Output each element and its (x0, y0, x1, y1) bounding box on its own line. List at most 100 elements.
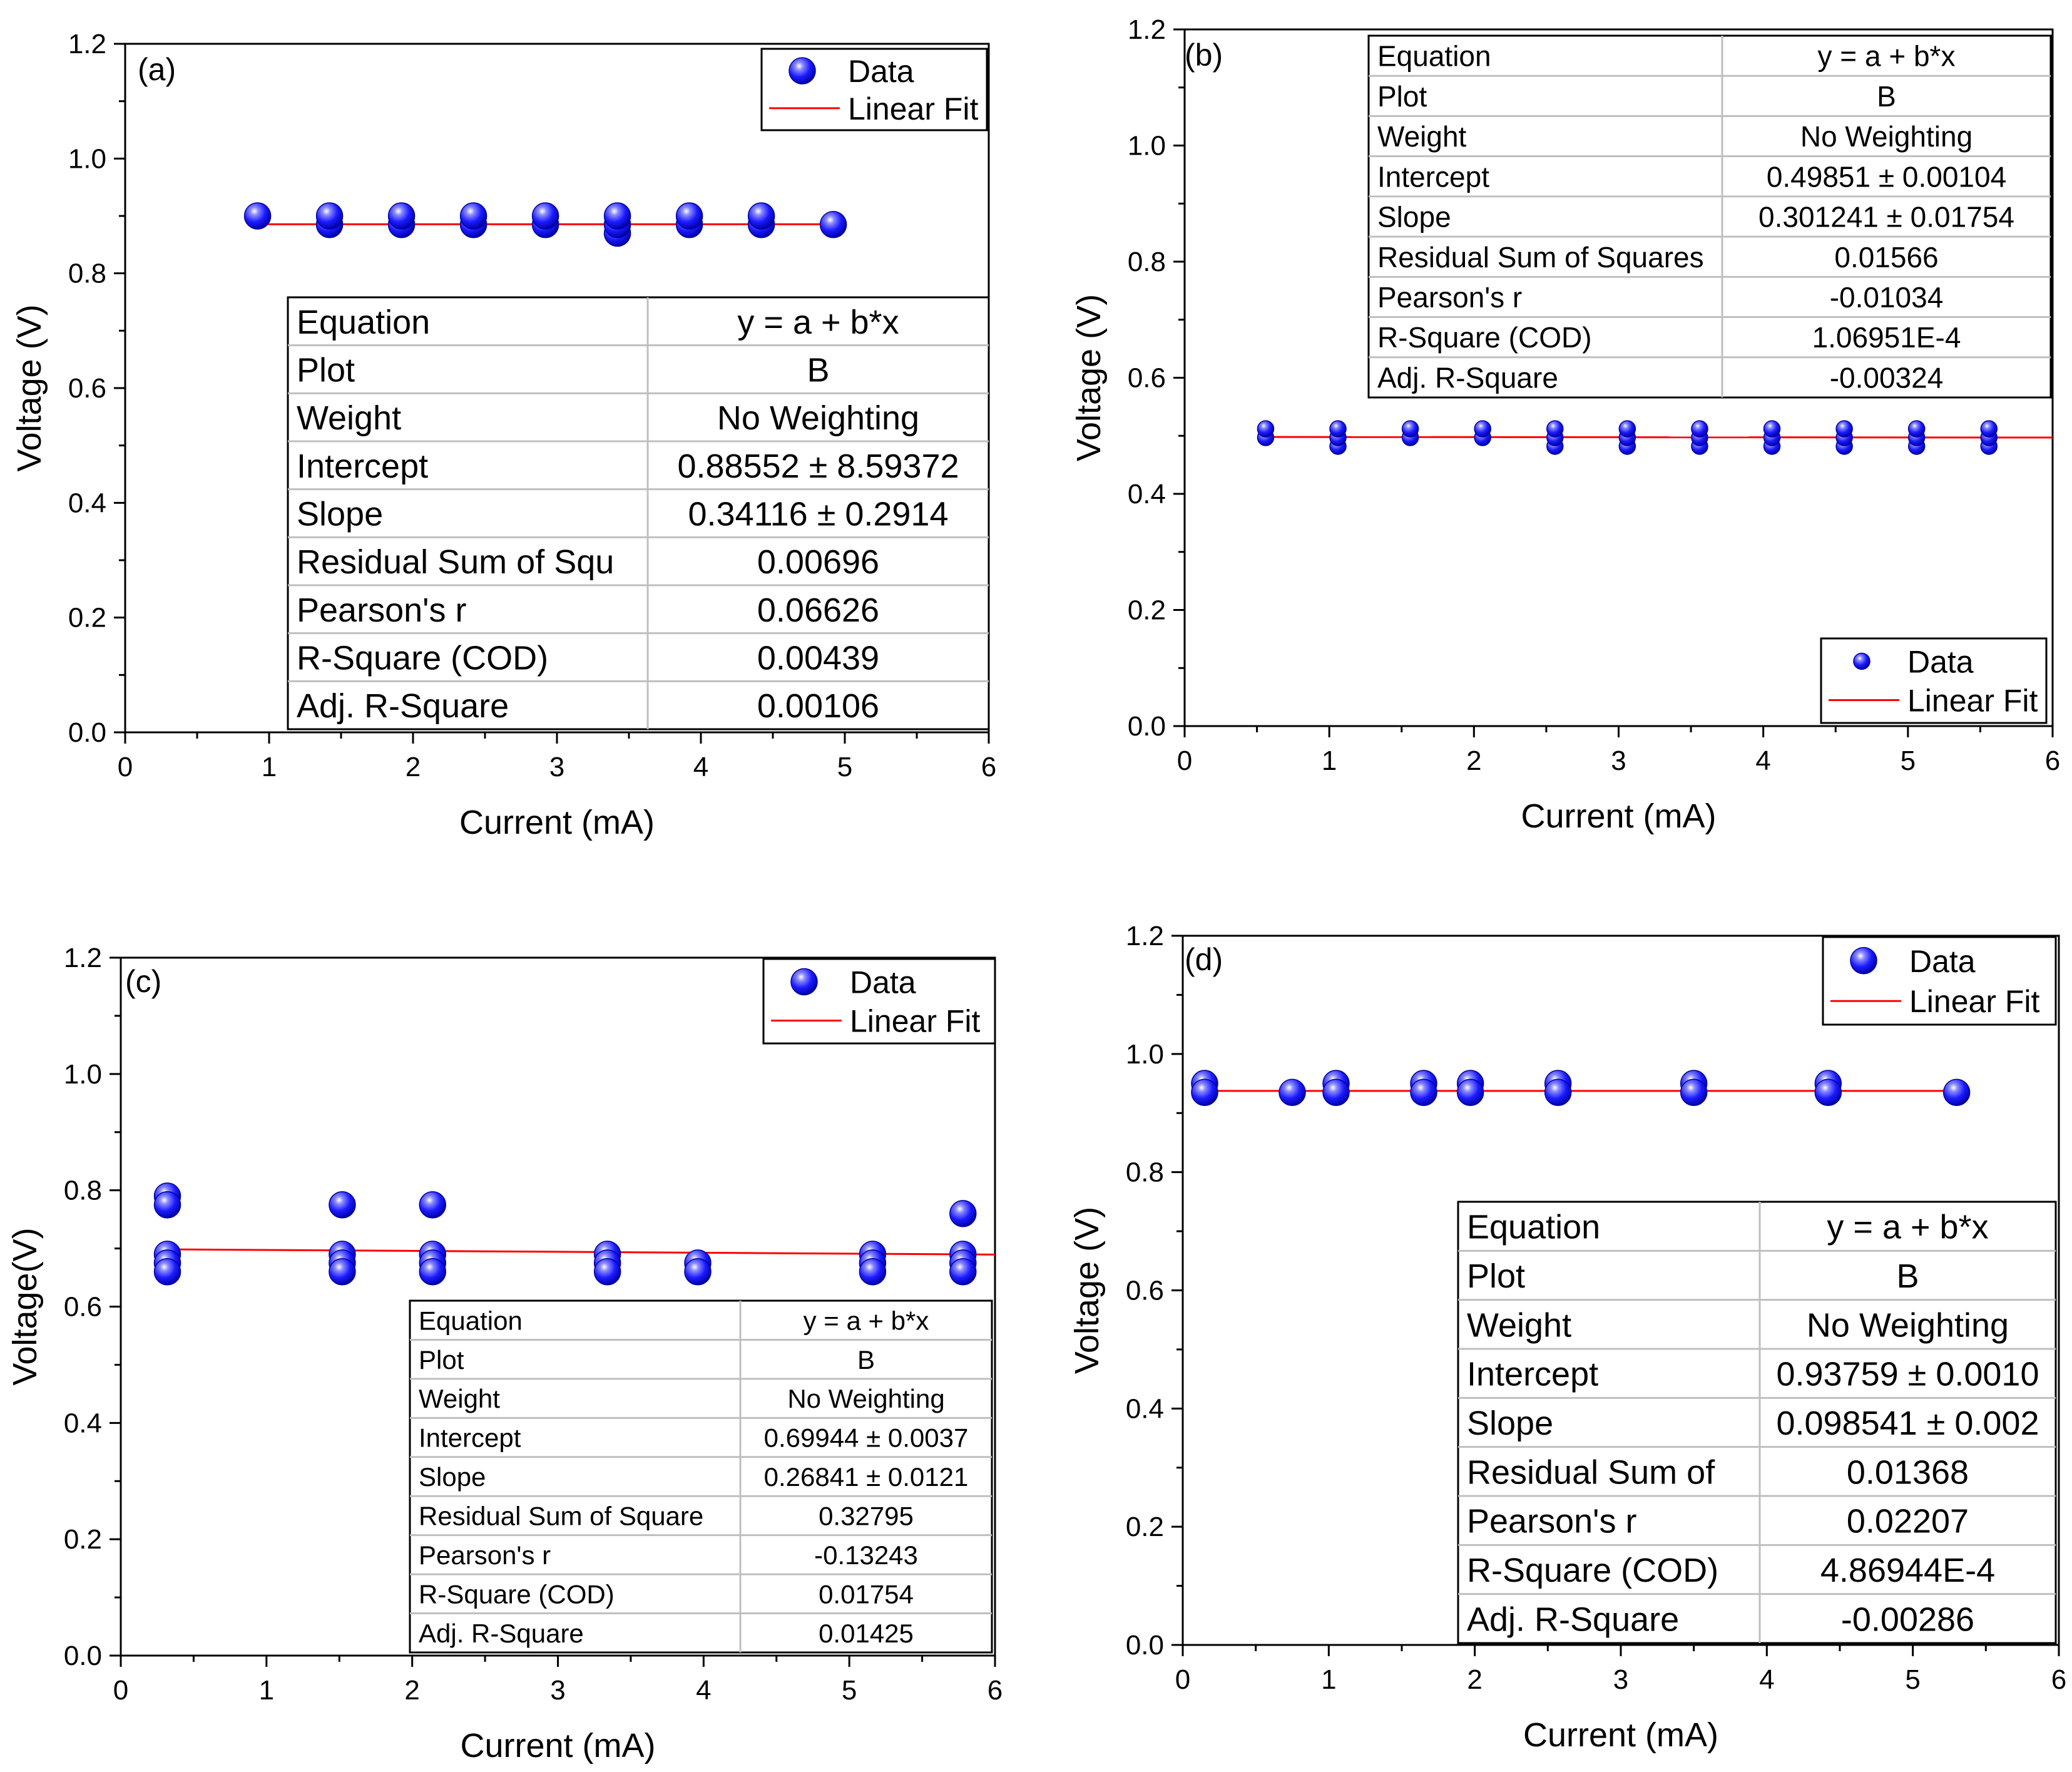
x-tick-label: 3 (550, 1675, 565, 1706)
legend-data-symbol (788, 57, 816, 85)
data-point (315, 202, 344, 230)
legend-label-data: Data (1909, 944, 1976, 979)
data-point (419, 1258, 447, 1286)
data-point (603, 202, 631, 230)
y-tick-label: 0.0 (68, 717, 106, 748)
fit-table-key: Equation (1377, 40, 1491, 73)
x-tick-label: 1 (259, 1675, 274, 1706)
data-point (747, 202, 775, 230)
fit-table-key: Pearson's r (1467, 1503, 1636, 1540)
fit-table-key: Pearson's r (297, 592, 466, 629)
y-tick-label: 0.4 (1126, 1393, 1164, 1424)
fit-table-key: R-Square (COD) (297, 639, 548, 677)
legend-label-fit: Linear Fit (850, 1004, 981, 1039)
y-tick-label: 0.2 (64, 1524, 102, 1555)
legend-data-symbol (1850, 947, 1877, 975)
legend-frame (1820, 637, 2048, 724)
fit-table-value: -0.00324 (1830, 361, 1944, 394)
fit-table-value: -0.01034 (1830, 281, 1944, 314)
data-point (1456, 1078, 1484, 1106)
fit-table-value: 0.88552 ± 8.59372 (677, 448, 959, 485)
y-axis-label: Voltage (V) (1068, 1207, 1106, 1374)
fit-table-key: Adj. R-Square (419, 1619, 584, 1648)
x-tick-label: 6 (2051, 1664, 2066, 1695)
y-tick-label: 1.0 (1126, 1039, 1164, 1070)
y-tick-label: 0.8 (1126, 1157, 1164, 1188)
data-point (153, 1191, 181, 1219)
y-tick-label: 0.4 (68, 488, 106, 518)
data-point (1410, 1078, 1437, 1106)
data-point (684, 1258, 712, 1286)
x-tick-label: 2 (406, 752, 421, 782)
x-axis-label: Current (mA) (1523, 1716, 1718, 1754)
fit-table-key: Pearson's r (419, 1540, 551, 1570)
data-point (1835, 420, 1853, 438)
x-tick-label: 4 (693, 752, 708, 782)
fit-table-value: 0.01754 (819, 1579, 914, 1609)
y-tick-label: 0.8 (1128, 247, 1166, 277)
fit-table-value: 0.26841 ± 0.0121 (764, 1462, 969, 1492)
panel-label: (d) (1185, 942, 1223, 977)
y-tick-label: 0.0 (1126, 1630, 1164, 1661)
data-point (819, 211, 847, 238)
fit-table-value: y = a + b*x (1827, 1209, 1988, 1246)
fit-table-key: Adj. R-Square (297, 687, 509, 725)
fit-table-value: 0.49851 ± 0.00104 (1767, 160, 2006, 193)
data-point (153, 1258, 181, 1286)
x-tick-label: 1 (262, 752, 277, 782)
legend-label-fit: Linear Fit (1909, 984, 2040, 1019)
y-tick-label: 1.2 (1126, 921, 1164, 951)
data-point (949, 1258, 977, 1286)
x-axis-label: Current (mA) (1521, 797, 1716, 835)
fit-table-key: Plot (297, 351, 355, 389)
x-tick-label: 3 (1611, 745, 1626, 776)
fit-table-value: 0.00106 (757, 687, 879, 725)
panel-label: (b) (1185, 38, 1223, 73)
fit-table-key: Weight (297, 399, 401, 437)
y-tick-label: 0.6 (64, 1292, 102, 1323)
fit-table-key: Intercept (1467, 1356, 1598, 1393)
y-tick-label: 1.0 (64, 1059, 102, 1090)
fit-table-key: Intercept (1377, 160, 1489, 193)
fit-table-value: y = a + b*x (804, 1306, 929, 1335)
fit-table-value: 1.06951E-4 (1812, 321, 1961, 354)
y-tick-label: 1.0 (1128, 131, 1166, 161)
y-tick-label: 0.2 (1128, 595, 1166, 626)
y-tick-label: 0.6 (1128, 363, 1166, 394)
fit-table-value: B (857, 1345, 875, 1375)
data-point (329, 1191, 356, 1219)
fit-table-value: No Weighting (1800, 120, 1972, 153)
fit-table-value: y = a + b*x (737, 304, 899, 341)
data-point (1980, 420, 1998, 438)
legend-data-symbol (790, 968, 818, 996)
fit-table-value: 0.93759 ± 0.0010 (1776, 1356, 2039, 1393)
data-point (1278, 1078, 1306, 1106)
panel-label: (c) (125, 964, 161, 999)
y-tick-label: 1.0 (68, 143, 106, 174)
y-tick-label: 0.2 (1126, 1512, 1164, 1542)
fit-table: Equation y = a + b*x Plot B Weight No Weighti… (409, 1299, 993, 1654)
x-tick-label: 0 (118, 752, 133, 782)
x-tick-label: 3 (1613, 1664, 1628, 1695)
x-tick-label: 6 (2045, 745, 2060, 776)
fit-table-value: 0.00439 (757, 639, 879, 677)
fit-table-value: -0.13243 (814, 1540, 918, 1570)
data-point (859, 1258, 887, 1286)
fit-table-key: Pearson's r (1377, 281, 1522, 314)
fit-table-key: Plot (1377, 80, 1427, 113)
fit-table-value: B (807, 351, 829, 389)
data-point (1691, 420, 1708, 438)
legend-label-data: Data (850, 965, 916, 1000)
fit-table-key: R-Square (COD) (419, 1579, 615, 1609)
chart-panel-1: 0 1 2 3 4 5 6 0.0 0.2 0.4 0.6 0.8 1.0 1.2 Current (mA)… (11, 29, 996, 841)
data-point (1814, 1078, 1842, 1106)
fit-table-key: R-Square (COD) (1467, 1552, 1718, 1589)
fit-table-value: 0.01566 (1834, 241, 1938, 274)
fit-table-value: 0.00696 (757, 543, 879, 581)
x-tick-label: 0 (1175, 1664, 1190, 1695)
x-tick-label: 2 (1466, 745, 1481, 776)
fit-table-value: 0.01425 (819, 1619, 914, 1648)
y-tick-label: 1.2 (1128, 14, 1166, 45)
